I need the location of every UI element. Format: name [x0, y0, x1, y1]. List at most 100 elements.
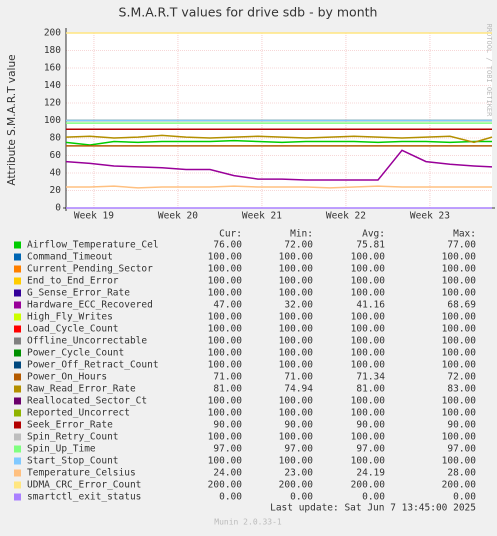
- y-tick-label: 40: [50, 168, 62, 179]
- legend-stat: 32.00: [284, 300, 313, 311]
- legend-stat: 100.00: [279, 276, 314, 287]
- y-tick-label: 180: [44, 45, 61, 56]
- legend-stat: 72.00: [284, 240, 313, 251]
- legend-stat: 100.00: [208, 288, 243, 299]
- legend-stat: 100.00: [279, 348, 314, 359]
- legend-swatch: [14, 493, 21, 501]
- legend-stat: 100.00: [208, 408, 243, 419]
- legend-stat: 100.00: [442, 432, 477, 443]
- legend-swatch: [14, 253, 21, 261]
- legend-stat: 100.00: [442, 396, 477, 407]
- legend-stat: 100.00: [442, 252, 477, 263]
- series-line: [65, 134, 493, 144]
- series-line: [65, 139, 492, 146]
- legend-swatch: [14, 313, 21, 321]
- legend-swatch: [14, 301, 21, 309]
- legend-label: Load_Cycle_Count: [27, 324, 119, 335]
- legend-stat: 83.00: [447, 384, 476, 395]
- legend-stat: 100.00: [279, 432, 314, 443]
- legend-stat: 100.00: [208, 264, 243, 275]
- y-tick-label: 0: [55, 203, 61, 214]
- legend-swatch: [14, 241, 21, 249]
- legend-stat: 68.69: [447, 300, 476, 311]
- legend-stat: 100.00: [351, 288, 386, 299]
- legend-stat: 100.00: [208, 252, 243, 263]
- legend-stat: 100.00: [351, 336, 386, 347]
- legend-label: Reported_Uncorrect: [27, 408, 130, 419]
- legend-column-header: Max:: [453, 229, 476, 240]
- legend-stat: 71.00: [213, 372, 242, 383]
- legend-stat: 200.00: [442, 480, 477, 491]
- legend-stat: 100.00: [208, 336, 243, 347]
- legend-stat: 100.00: [351, 252, 386, 263]
- legend-stat: 100.00: [442, 336, 477, 347]
- legend-stat: 100.00: [279, 312, 314, 323]
- legend-swatch: [14, 385, 21, 393]
- legend-stat: 100.00: [442, 264, 477, 275]
- legend-stat: 0.00: [219, 492, 242, 503]
- chart-title: S.M.A.R.T values for drive sdb - by mont…: [119, 5, 378, 20]
- legend-stat: 100.00: [279, 396, 314, 407]
- legend-stat: 76.00: [213, 240, 242, 251]
- legend-stat: 100.00: [279, 264, 314, 275]
- legend-stat: 90.00: [213, 420, 242, 431]
- legend-swatch: [14, 481, 21, 489]
- legend-stat: 100.00: [351, 264, 386, 275]
- legend-column-header: Min:: [290, 229, 313, 240]
- legend-stat: 100.00: [351, 324, 386, 335]
- legend-swatch: [14, 265, 21, 273]
- footer: Munin 2.0.33-1: [214, 518, 282, 527]
- legend-stat: 100.00: [279, 288, 314, 299]
- legend-stat: 100.00: [442, 276, 477, 287]
- legend-swatch: [14, 409, 21, 417]
- series-line: [65, 149, 493, 181]
- legend-stat: 200.00: [351, 480, 386, 491]
- legend-stat: 100.00: [208, 324, 243, 335]
- legend-label: G_Sense_Error_Rate: [27, 288, 130, 299]
- legend-column-header: Avg:: [362, 229, 385, 240]
- legend-stat: 97.00: [356, 444, 385, 455]
- legend-swatch: [14, 361, 21, 369]
- side-text: RRDTOOL / TOBI OETIKER: [485, 24, 493, 118]
- y-tick-label: 80: [50, 133, 62, 144]
- legend-stat: 100.00: [351, 348, 386, 359]
- legend-stat: 24.00: [213, 468, 242, 479]
- legend-stat: 0.00: [453, 492, 476, 503]
- last-update: Last update: Sat Jun 7 13:45:00 2025: [270, 503, 476, 514]
- legend-label: High_Fly_Writes: [27, 312, 113, 323]
- legend-stat: 100.00: [208, 456, 243, 467]
- legend-stat: 100.00: [279, 456, 314, 467]
- legend-stat: 71.00: [284, 372, 313, 383]
- legend-label: Temperature_Celsius: [27, 468, 136, 479]
- x-tick-label: Week 21: [242, 211, 282, 222]
- legend-label: Current_Pending_Sector: [27, 264, 153, 275]
- legend-label: Power_On_Hours: [27, 372, 107, 383]
- legend-stat: 90.00: [356, 420, 385, 431]
- y-tick-label: 20: [50, 185, 62, 196]
- legend-stat: 200.00: [279, 480, 314, 491]
- legend-swatch: [14, 397, 21, 405]
- legend-stat: 24.19: [356, 468, 385, 479]
- legend-stat: 23.00: [284, 468, 313, 479]
- legend-stat: 90.00: [284, 420, 313, 431]
- legend-label: Power_Off_Retract_Count: [27, 360, 159, 371]
- legend-stat: 71.34: [356, 372, 385, 383]
- legend-stat: 100.00: [208, 360, 243, 371]
- x-tick-label: Week 20: [158, 211, 198, 222]
- legend-stat: 90.00: [447, 420, 476, 431]
- legend-stat: 100.00: [351, 360, 386, 371]
- legend-stat: 72.00: [447, 372, 476, 383]
- legend-label: Raw_Read_Error_Rate: [27, 384, 136, 395]
- legend-swatch: [14, 445, 21, 453]
- legend-stat: 100.00: [442, 360, 477, 371]
- legend-stat: 97.00: [284, 444, 313, 455]
- legend-label: Reallocated_Sector_Ct: [27, 396, 147, 407]
- legend-stat: 28.00: [447, 468, 476, 479]
- legend-label: Spin_Up_Time: [27, 444, 96, 455]
- legend-stat: 100.00: [351, 312, 386, 323]
- legend-stat: 47.00: [213, 300, 242, 311]
- legend-label: UDMA_CRC_Error_Count: [27, 480, 141, 491]
- legend-stat: 100.00: [351, 408, 386, 419]
